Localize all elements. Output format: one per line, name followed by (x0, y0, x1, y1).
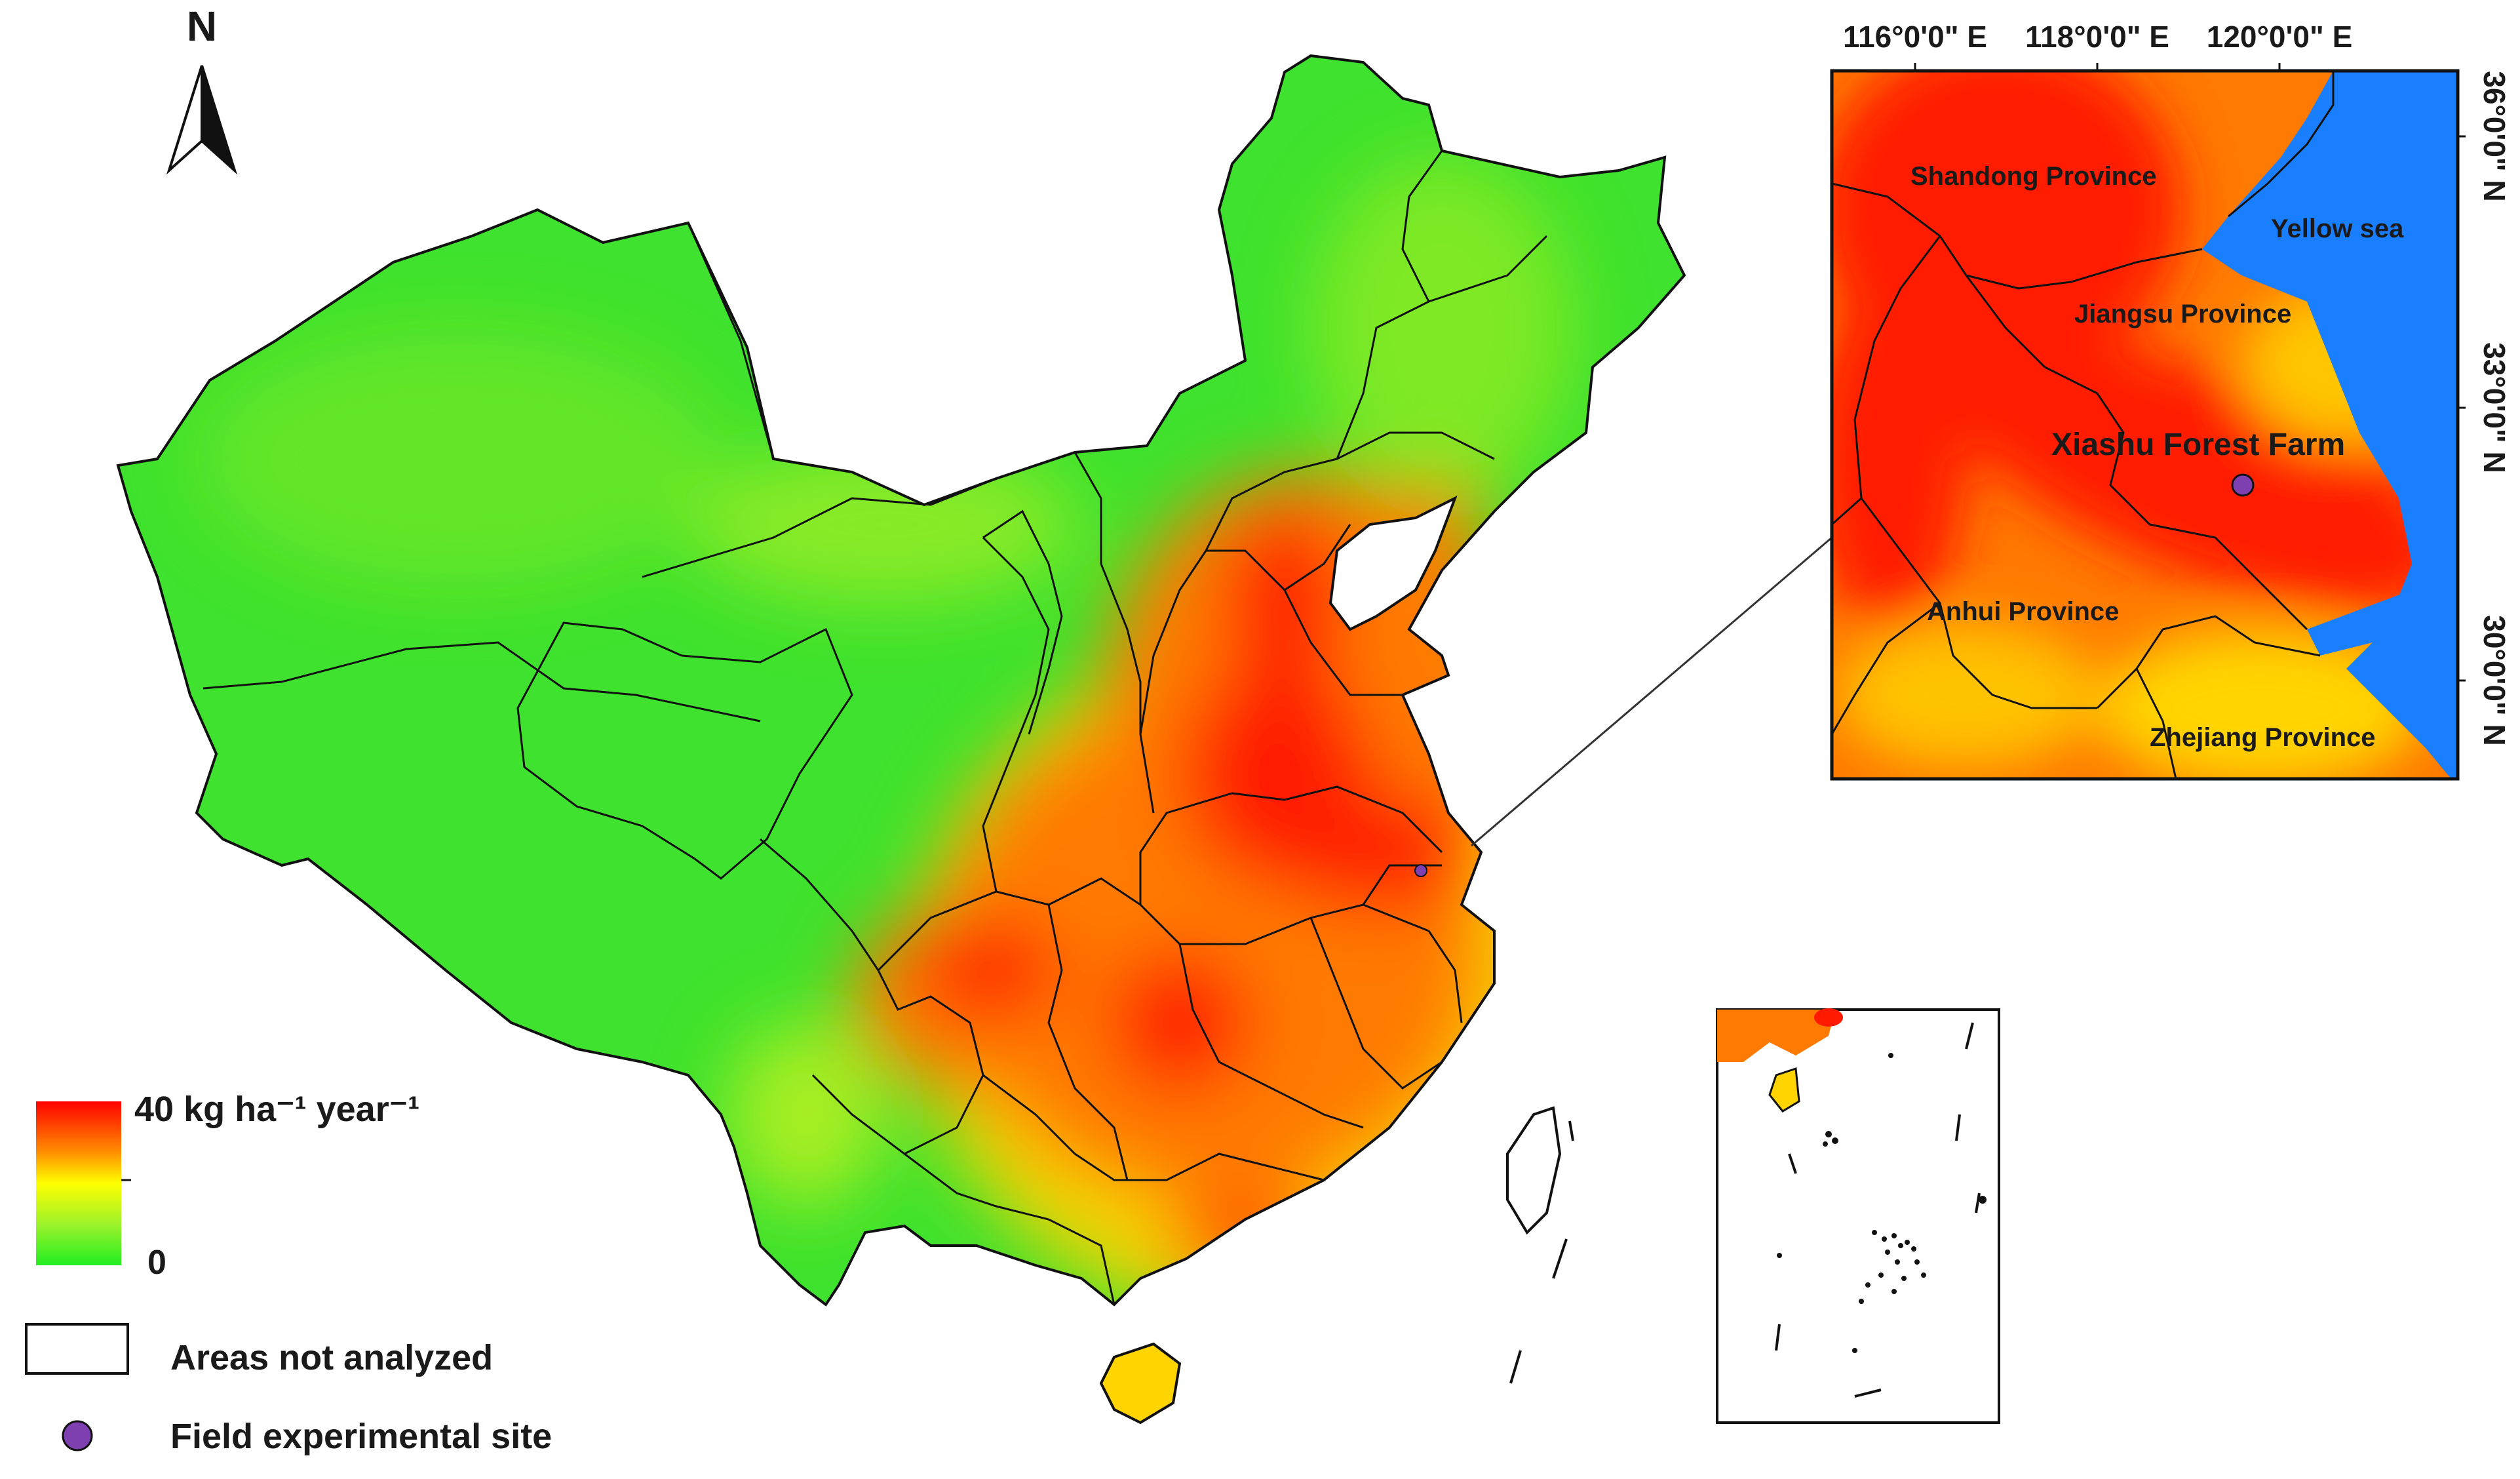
yangtze-estuary (2307, 590, 2425, 656)
lon-tick-116: 116°0'0" E (1843, 20, 1987, 54)
south-china-sea-inset (1716, 1008, 2000, 1424)
legend-site-symbol (62, 1420, 93, 1451)
site-marker-main (1414, 864, 1427, 877)
legend-site-label: Field experimental site (170, 1417, 552, 1456)
label-anhui: Anhui Province (1927, 597, 2119, 626)
inset-connector (1471, 536, 1832, 847)
label-yellow-sea: Yellow sea (2271, 214, 2404, 243)
lat-tick-33: 33°0'0" N (2477, 342, 2511, 473)
hainan-island (1099, 1342, 1182, 1425)
legend-min-label: 0 (147, 1244, 166, 1282)
north-arrow-label: N (187, 3, 217, 50)
sea-island-marks (1509, 1120, 1574, 1384)
yellow-sea-area (2202, 71, 2458, 779)
inset-map: 116°0'0" E 118°0'0" E 120°0'0" E 36°0'0"… (1830, 20, 2511, 781)
legend (25, 1101, 131, 1451)
label-site: Xiashu Forest Farm (2051, 427, 2345, 462)
legend-not-analyzed-swatch (25, 1323, 129, 1375)
province-boundaries (203, 150, 1548, 1305)
mainland-map (117, 54, 1832, 1425)
legend-color-bar (36, 1101, 121, 1265)
south-sea-islands (1777, 1053, 1987, 1353)
taiwan-island (1506, 1106, 1562, 1235)
lon-tick-120: 120°0'0" E (2207, 20, 2353, 54)
bohai-bay (1328, 495, 1458, 631)
legend-not-analyzed-label: Areas not analyzed (170, 1338, 494, 1377)
north-arrow: N (166, 3, 238, 175)
label-zhejiang: Zhejiang Province (2150, 723, 2376, 752)
lon-tick-118: 118°0'0" E (2025, 20, 2169, 54)
site-marker-inset (2231, 473, 2255, 497)
label-jiangsu: Jiangsu Province (2074, 300, 2291, 328)
lat-tick-30: 30°0'0" N (2477, 615, 2511, 745)
legend-max-label: 40 kg ha⁻¹ year⁻¹ (134, 1090, 420, 1129)
label-shandong: Shandong Province (1910, 162, 2157, 191)
inset-boundaries (1832, 71, 2335, 779)
lat-tick-36: 36°0'0" N (2477, 71, 2511, 201)
inset-ticks (1914, 63, 2466, 682)
